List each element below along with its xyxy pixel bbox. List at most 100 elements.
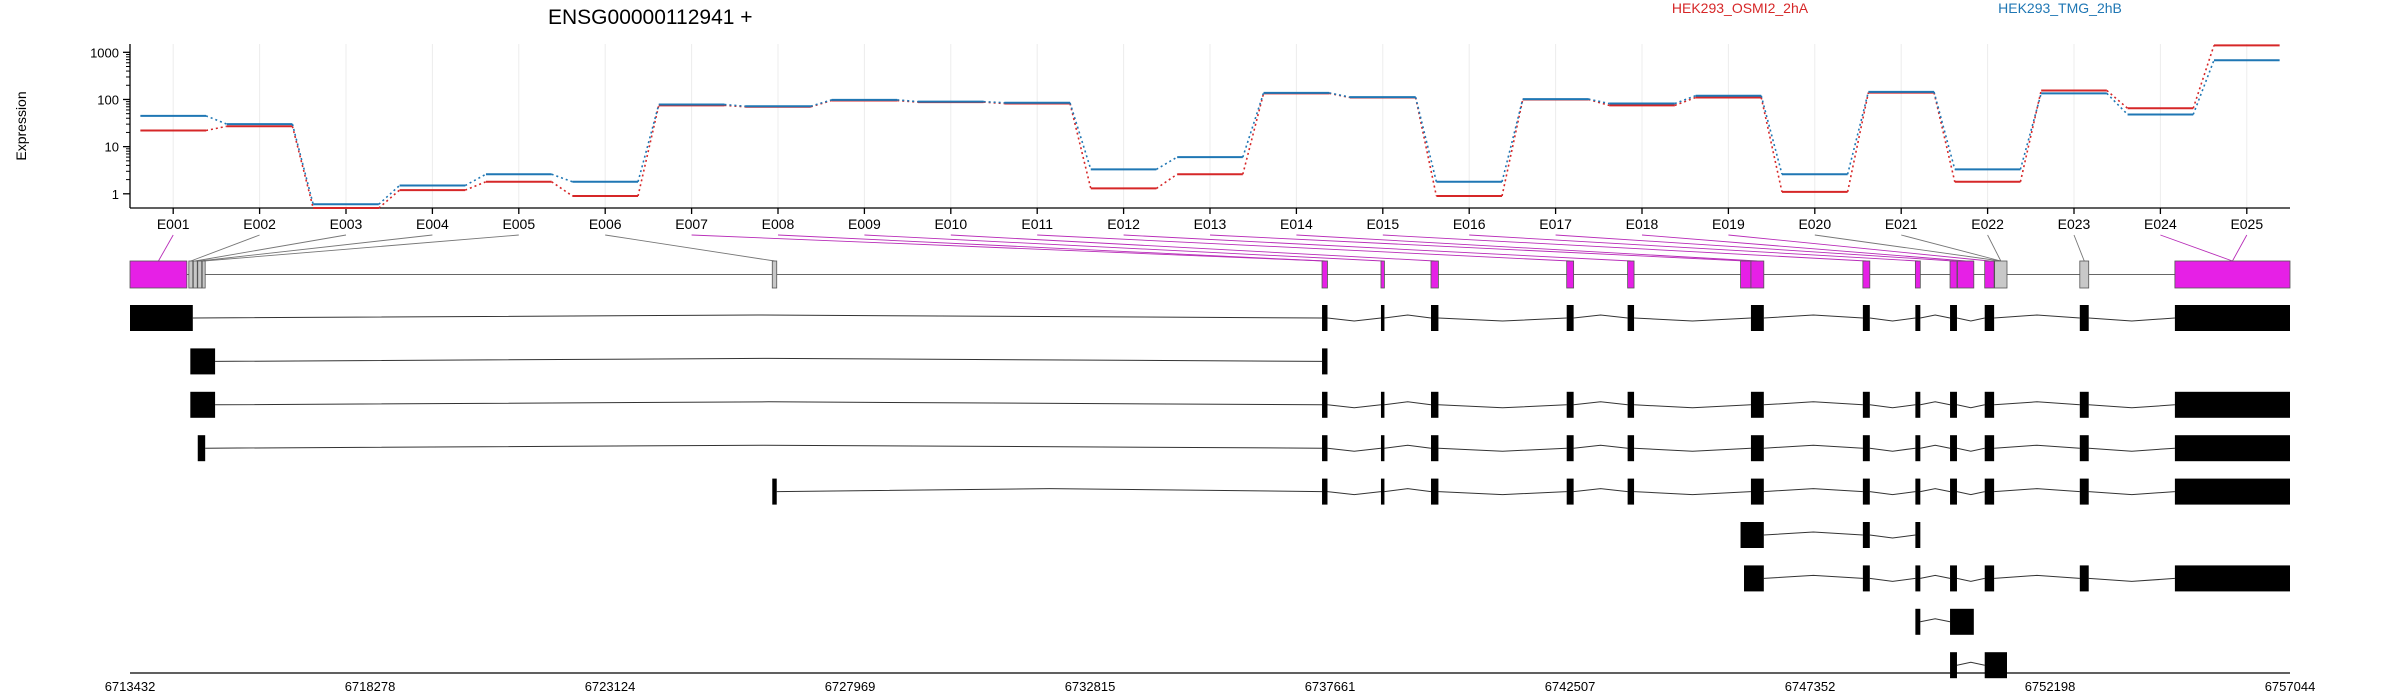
transcript-exon [1740,522,1764,548]
transcript-exon [1915,435,1921,462]
transcript-exon [1430,435,1439,462]
series-2-join [1242,92,1265,158]
series-1-join [2106,89,2129,109]
exon-connector-E002 [190,234,260,262]
series-2-join [551,173,573,183]
transcript-8 [1915,608,1974,635]
exon-label-E005: E005 [502,216,535,232]
exon-label-E025: E025 [2230,216,2263,232]
transcript-intron [1573,488,1628,493]
exon-label-E006: E006 [589,216,622,232]
series-2-join [205,115,228,125]
transcript-intron [205,444,1323,449]
transcript-tracks [130,305,2290,679]
transcript-intron [1763,574,1863,579]
transcript-intron [1956,577,1985,582]
exon-map-block [188,260,194,289]
transcript-intron [192,314,1323,319]
series-1-join [1069,103,1092,189]
genomic-tick-label: 6718278 [345,679,396,694]
transcript-intron [1327,317,1382,322]
transcript-intron [1763,488,1863,493]
genomic-tick-label: 6732815 [1065,679,1116,694]
grid-lines [172,44,2248,208]
transcript-exon [1430,305,1439,331]
transcript-exon [190,391,216,418]
transcript-intron [1869,447,1916,452]
exon-map-block [1740,260,1752,289]
transcript-intron [2088,491,2175,496]
exon-map-block [129,260,188,289]
exon-label-E010: E010 [934,216,967,232]
exon-map-block [201,260,206,289]
transcript-exon [1750,391,1764,418]
exon-map-block [2079,260,2090,289]
y-axis-label: Expression [13,91,29,160]
exon-label-E019: E019 [1712,216,1745,232]
legend-entry-1: HEK293_OSMI2_2hA [1672,0,1809,16]
exon-connector-E010 [950,234,1435,262]
genomic-tick-label: 6757044 [2265,679,2316,694]
exon-connector-E016 [1469,234,1918,262]
transcript-intron [2088,317,2175,322]
series-1-join [1933,92,1956,182]
transcript-intron [1573,314,1628,319]
transcript-exon [1915,478,1921,505]
series-2-join [810,99,832,107]
exon-connector-E021 [1901,234,2001,262]
transcript-exon [1862,565,1870,592]
exon-map-block [1430,260,1439,289]
genomic-axis: 6713432 6718278 6723124 6727969 6732815 67376… [105,672,2316,694]
exon-connector-E012 [1123,234,1631,262]
transcript-5 [772,478,2290,505]
transcript-1 [130,305,2290,331]
transcript-intron [2088,447,2175,452]
transcript-intron [1384,488,1432,493]
series-2 [140,59,2280,206]
transcript-exon [2079,565,2089,592]
y-tick-label: 1 [112,187,119,202]
transcript-intron [1384,314,1432,319]
transcript-exon [1984,478,1995,505]
y-tick-label: 1000 [90,45,119,60]
transcript-exon [1950,478,1957,505]
series-2-join [464,173,487,187]
exon-label-E012: E012 [1107,216,1140,232]
transcript-exon [1950,608,1974,635]
transcript-exon [130,305,193,331]
series-1-join [2019,90,2042,182]
transcript-intron [1438,447,1567,452]
exon-connector-E013 [1209,234,1746,262]
transcript-exon [1862,305,1870,331]
transcript-exon [1380,305,1385,331]
transcript-intron [1869,534,1916,539]
legend-entry-2: HEK293_TMG_2hB [1998,0,2122,16]
series-layer [140,44,2280,209]
exon-connector-E008 [777,234,1325,262]
exon-label-E015: E015 [1366,216,1399,232]
transcript-exon [1950,565,1957,592]
transcript-exon [1950,652,1957,679]
series-1-join [378,189,401,209]
transcript-exon [1984,652,2007,679]
transcript-exon [1984,305,1995,331]
transcript-exon [197,435,206,462]
exon-connector-E009 [864,234,1383,262]
transcript-intron [1994,574,2080,579]
transcript-intron [1763,401,1863,406]
exon-connector-E005 [203,234,519,262]
transcript-exon [1744,565,1764,592]
exon-label-E007: E007 [675,216,708,232]
exon-label-E017: E017 [1539,216,1572,232]
transcript-exon [1984,565,1995,592]
transcript-exon [2174,305,2290,331]
transcript-2 [190,348,1328,375]
transcript-exon [1566,478,1574,505]
transcript-intron [2088,404,2175,409]
exon-label-E021: E021 [1885,216,1918,232]
exon-connector-E023 [2073,234,2085,262]
series-1-join [2192,45,2215,109]
transcript-intron [1920,488,1951,493]
transcript-exon [1915,391,1921,418]
series-2-join [637,104,660,182]
